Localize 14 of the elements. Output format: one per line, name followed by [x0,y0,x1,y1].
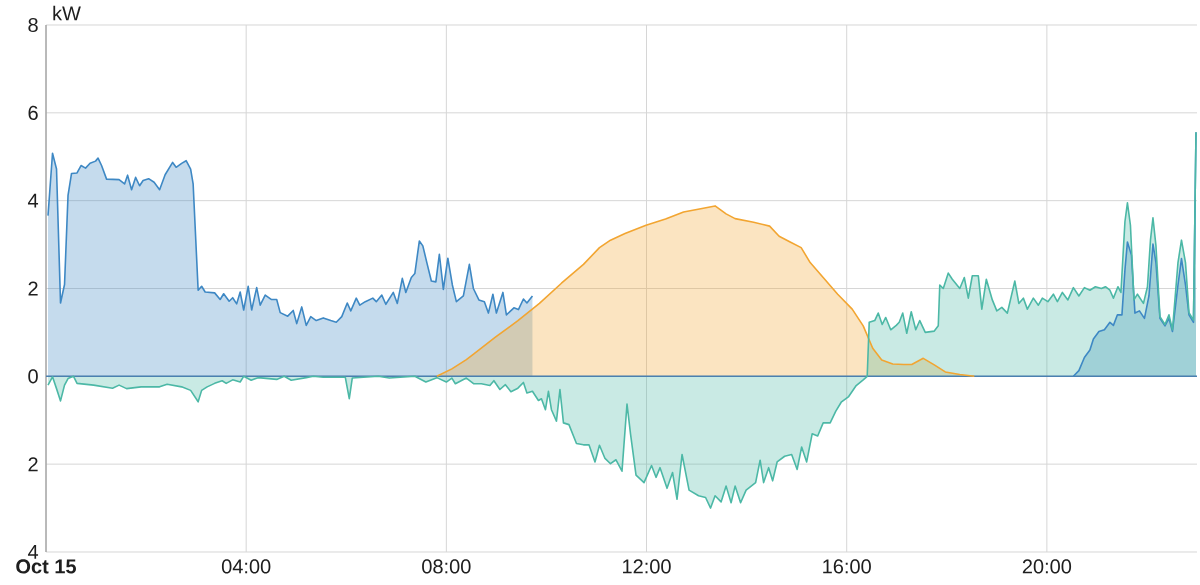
y-tick-label: 8 [28,17,38,33]
y-tick-label: 4 [27,193,39,208]
y-tick-label: 2 [28,281,38,296]
y-tick-label: 4 [27,545,39,559]
x-tick-label: Oct 15 [16,559,76,574]
y-tick-label: 0 [28,369,38,384]
x-tick-label: 16:00 [823,559,871,574]
x-tick-label: 08:00 [422,559,471,574]
x-tick-label: 12:00 [623,559,671,574]
y-tick-label: 2 [28,457,38,472]
y-axis-title: kW [53,5,81,21]
x-tick-label: 04:00 [221,559,271,574]
y-tick-label: 6 [28,105,38,120]
x-tick-label: 20:00 [1022,559,1072,574]
